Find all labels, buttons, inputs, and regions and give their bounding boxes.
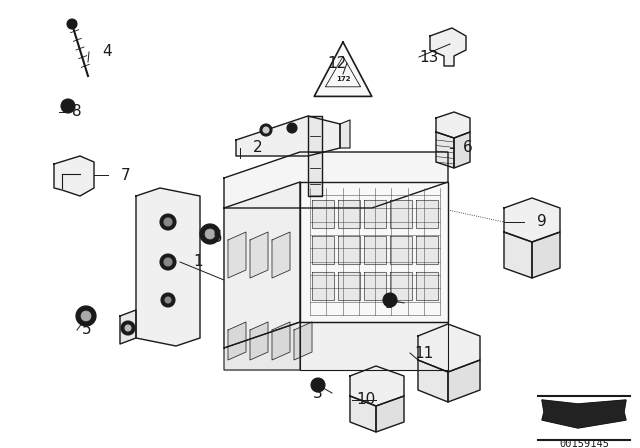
Circle shape [161, 293, 175, 307]
Polygon shape [430, 28, 466, 66]
Text: 00159145: 00159145 [559, 439, 609, 448]
Polygon shape [312, 272, 334, 300]
Polygon shape [314, 42, 372, 96]
Text: 1: 1 [193, 254, 203, 270]
Text: 4: 4 [102, 44, 112, 60]
Polygon shape [250, 232, 268, 278]
Polygon shape [390, 236, 412, 264]
Circle shape [160, 214, 176, 230]
Text: 172: 172 [336, 76, 350, 82]
Text: 13: 13 [419, 49, 438, 65]
Polygon shape [300, 182, 448, 322]
Polygon shape [224, 152, 448, 208]
Polygon shape [272, 322, 290, 360]
Text: 11: 11 [414, 345, 434, 361]
Text: 5: 5 [213, 231, 223, 246]
Polygon shape [294, 322, 312, 360]
Polygon shape [312, 236, 334, 264]
Polygon shape [54, 156, 94, 196]
Circle shape [61, 99, 75, 113]
Polygon shape [340, 120, 350, 148]
Circle shape [125, 325, 131, 331]
Polygon shape [364, 236, 386, 264]
Polygon shape [448, 360, 480, 402]
Polygon shape [300, 322, 448, 370]
Text: 10: 10 [356, 392, 376, 408]
Polygon shape [272, 232, 290, 278]
Polygon shape [350, 396, 376, 432]
Polygon shape [250, 322, 268, 360]
Polygon shape [390, 200, 412, 228]
Circle shape [164, 218, 172, 226]
Polygon shape [228, 322, 246, 360]
Polygon shape [418, 360, 448, 402]
Polygon shape [338, 272, 360, 300]
Polygon shape [416, 200, 438, 228]
Polygon shape [436, 132, 454, 168]
Polygon shape [308, 116, 322, 196]
Polygon shape [364, 272, 386, 300]
Circle shape [263, 127, 269, 133]
Polygon shape [436, 112, 470, 138]
Polygon shape [504, 232, 532, 278]
Text: 5: 5 [82, 323, 92, 337]
Text: 7: 7 [121, 168, 131, 182]
Text: 9: 9 [537, 215, 547, 229]
Circle shape [205, 229, 215, 239]
Circle shape [200, 224, 220, 244]
Circle shape [311, 378, 325, 392]
Text: 8: 8 [72, 104, 82, 120]
Polygon shape [416, 272, 438, 300]
Text: 3: 3 [385, 296, 395, 310]
Circle shape [260, 124, 272, 136]
Polygon shape [390, 272, 412, 300]
Polygon shape [224, 182, 300, 348]
Circle shape [121, 321, 135, 335]
Polygon shape [454, 132, 470, 168]
Polygon shape [338, 200, 360, 228]
Circle shape [160, 254, 176, 270]
Text: 2: 2 [253, 141, 263, 155]
Polygon shape [504, 198, 560, 242]
Polygon shape [312, 200, 334, 228]
Circle shape [67, 19, 77, 29]
Polygon shape [532, 232, 560, 278]
Polygon shape [416, 236, 438, 264]
Polygon shape [325, 56, 360, 87]
Polygon shape [542, 400, 626, 428]
Circle shape [383, 293, 397, 307]
Circle shape [287, 123, 297, 133]
Polygon shape [224, 322, 300, 370]
Circle shape [81, 311, 91, 321]
Polygon shape [136, 188, 200, 346]
Polygon shape [228, 232, 246, 278]
Text: 3: 3 [313, 385, 323, 401]
Polygon shape [350, 366, 404, 406]
Circle shape [165, 297, 171, 303]
Polygon shape [418, 324, 480, 372]
Circle shape [164, 258, 172, 266]
Polygon shape [376, 396, 404, 432]
Polygon shape [236, 116, 340, 156]
Circle shape [76, 306, 96, 326]
Polygon shape [338, 236, 360, 264]
Text: 12: 12 [328, 56, 347, 70]
Polygon shape [120, 310, 136, 344]
Polygon shape [364, 200, 386, 228]
Text: 6: 6 [463, 141, 473, 155]
